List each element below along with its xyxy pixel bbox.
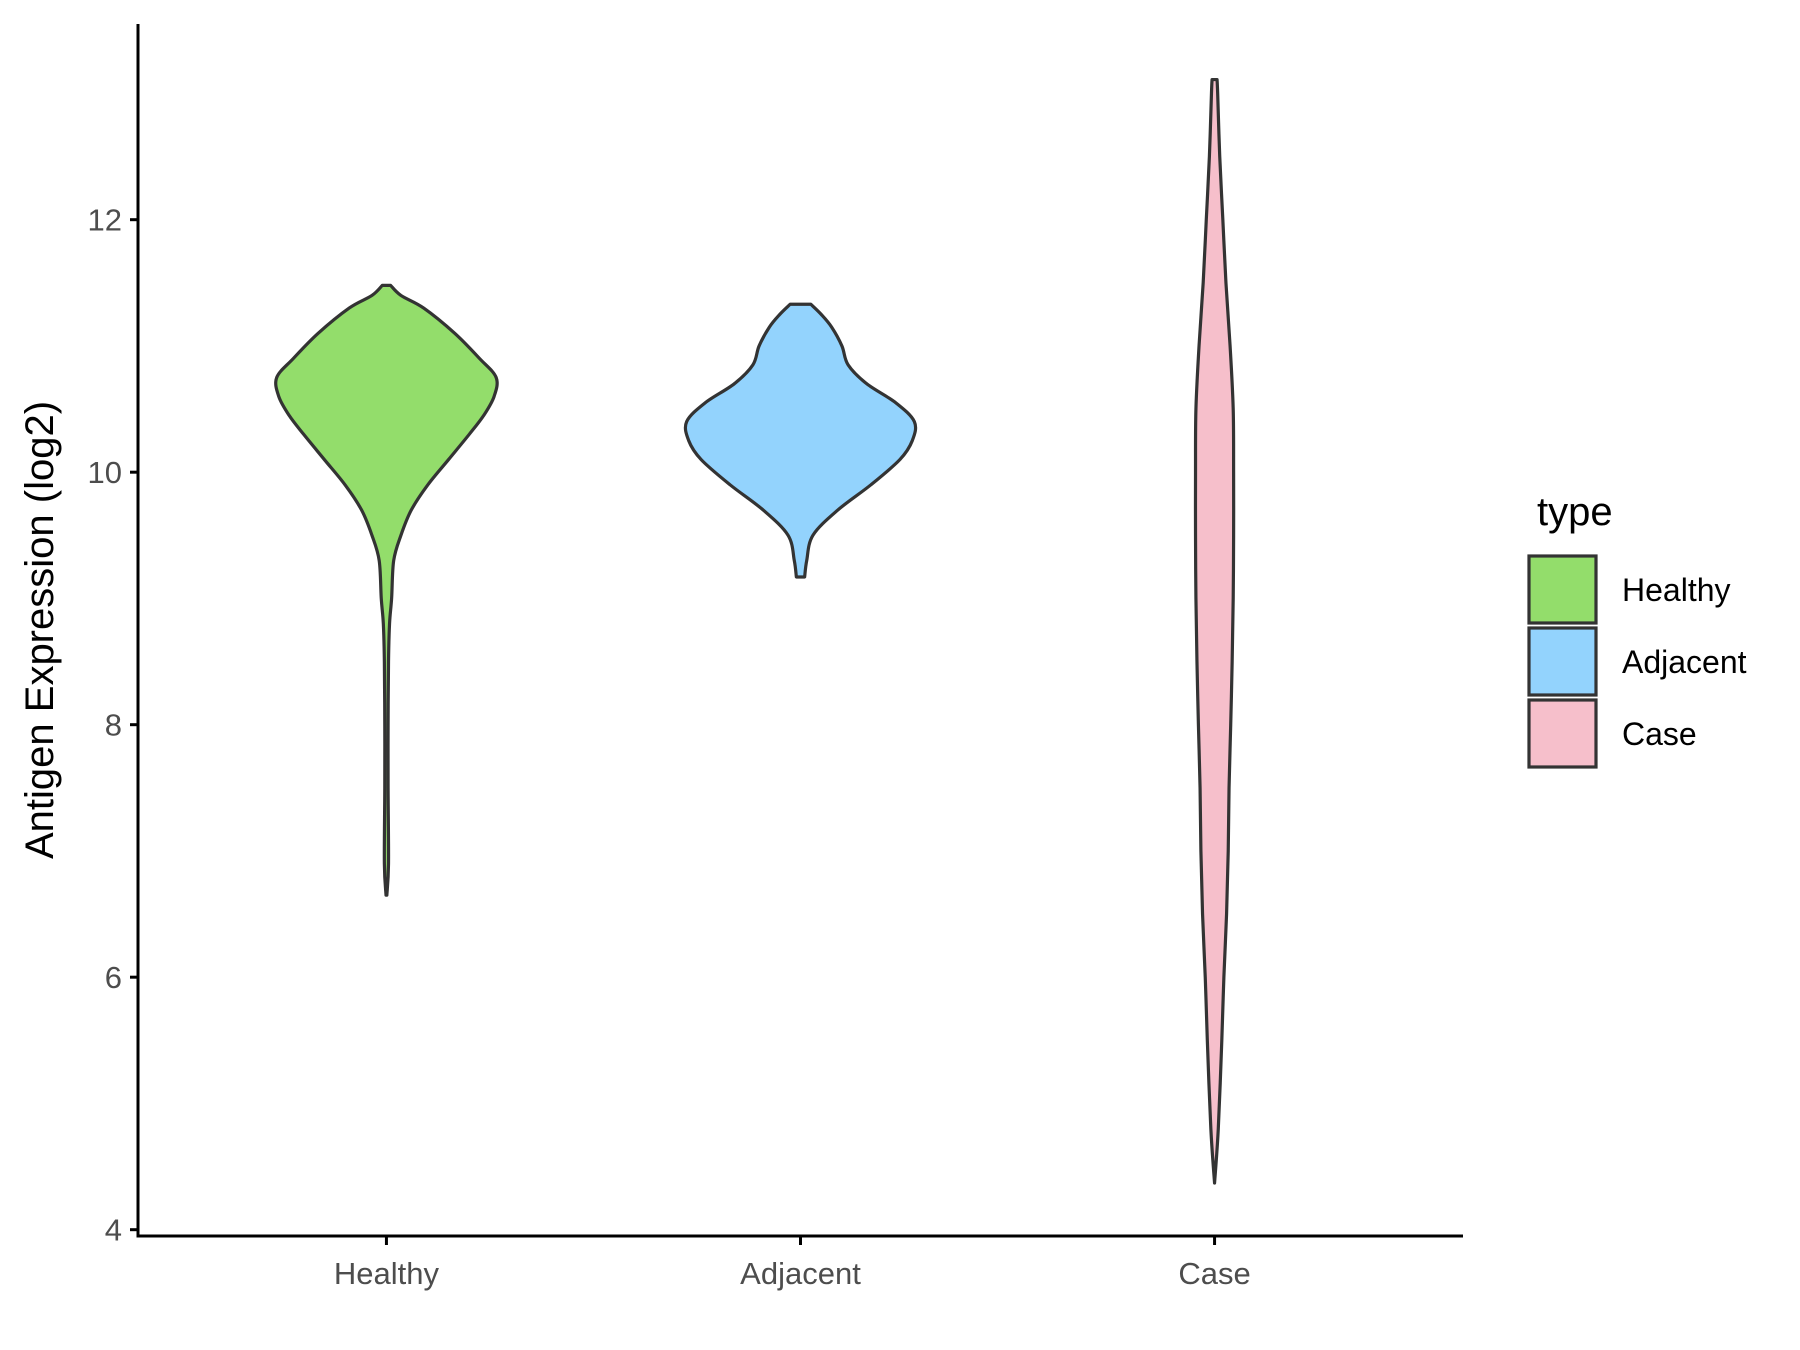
x-tick-label-adjacent: Adjacent [740, 1256, 861, 1291]
legend-key-adjacent [1527, 626, 1598, 697]
legend: type Healthy Adjacent Case [1527, 490, 1747, 769]
violin-adjacent [683, 302, 918, 579]
legend-key-case [1527, 698, 1598, 769]
y-tick-label-6: 6 [105, 960, 122, 995]
y-axis-title: Antigen Expression (log2) [18, 401, 62, 859]
y-tick-label-12: 12 [88, 203, 122, 238]
legend-title: type [1537, 490, 1613, 534]
violin-case [1193, 77, 1236, 1185]
x-ticks-group: Healthy Adjacent Case [334, 1236, 1251, 1291]
x-tick-label-healthy: Healthy [334, 1256, 440, 1291]
y-tick-label-8: 8 [105, 708, 122, 743]
legend-label-adjacent: Adjacent [1622, 644, 1747, 680]
violins-group [274, 77, 1236, 1185]
legend-key-healthy [1527, 554, 1598, 625]
y-tick-label-10: 10 [88, 455, 122, 490]
legend-label-healthy: Healthy [1622, 572, 1731, 608]
y-tick-label-4: 4 [105, 1213, 122, 1248]
y-ticks-group: 4 6 8 10 12 [88, 203, 138, 1248]
violin-healthy [274, 283, 499, 897]
x-tick-label-case: Case [1178, 1256, 1250, 1291]
legend-label-case: Case [1622, 716, 1697, 752]
